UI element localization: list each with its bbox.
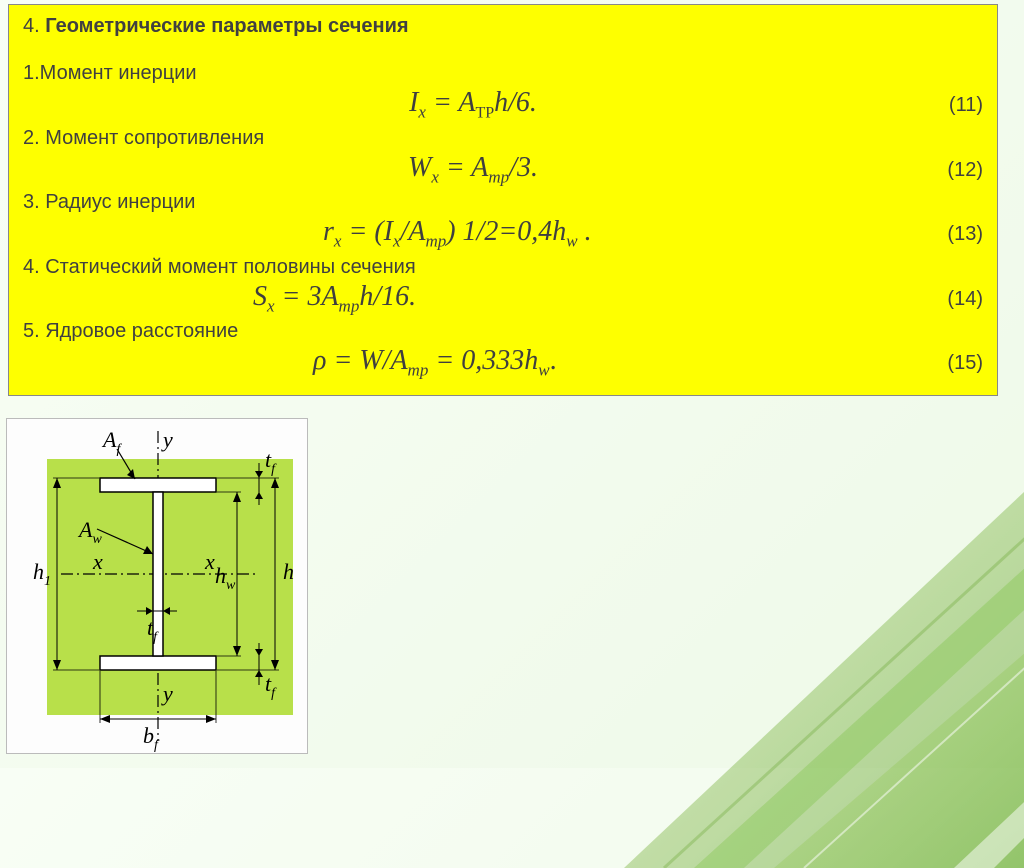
- equation-number-2: (12): [923, 159, 983, 182]
- formula-row-3: rx = (Ix/Aтр) 1/2=0,4hw . (13): [23, 216, 983, 252]
- label-y-top: y: [161, 427, 173, 452]
- formula-row-4: Sx = 3Aтрh/16. (14): [23, 281, 983, 317]
- formula-2: Wx = Aтр/3.: [23, 152, 923, 188]
- section-title: 4. Геометрические параметры сечения: [23, 15, 983, 38]
- formula-3: rx = (Ix/Aтр) 1/2=0,4hw .: [23, 216, 923, 252]
- equation-number-5: (15): [923, 352, 983, 375]
- title-number: 4.: [23, 15, 45, 37]
- item-label-1: 1.Момент инерции: [23, 62, 983, 85]
- background-decoration: [574, 318, 1024, 868]
- label-x-left: x: [92, 549, 103, 574]
- label-y-bot: y: [161, 681, 173, 706]
- formula-1: Ix = ATPh/6.: [23, 87, 923, 123]
- equation-number-1: (11): [923, 94, 983, 117]
- formula-row-5: ρ = W/Aтр = 0,333hw. (15): [23, 345, 983, 381]
- item-label-3: 3. Радиус инерции: [23, 191, 983, 214]
- title-text: Геометрические параметры сечения: [45, 15, 408, 37]
- formula-4: Sx = 3Aтрh/16.: [23, 281, 923, 317]
- formula-5: ρ = W/Aтр = 0,333hw.: [23, 345, 923, 381]
- formula-row-1: Ix = ATPh/6. (11): [23, 87, 983, 123]
- content-panel: 4. Геометрические параметры сечения 1.Мо…: [8, 4, 998, 396]
- equation-number-3: (13): [923, 223, 983, 246]
- equation-number-4: (14): [923, 288, 983, 311]
- formula-row-2: Wx = Aтр/3. (12): [23, 152, 983, 188]
- item-label-5: 5. Ядровое расстояние: [23, 320, 983, 343]
- item-label-2: 2. Момент сопротивления: [23, 127, 983, 150]
- label-h: h: [283, 559, 294, 584]
- item-label-4: 4. Статический момент половины сечения: [23, 256, 983, 279]
- label-x-right: x: [204, 549, 215, 574]
- cross-section-diagram: Af y Aw x x y tf tf tf h1 hw h bf: [6, 418, 308, 754]
